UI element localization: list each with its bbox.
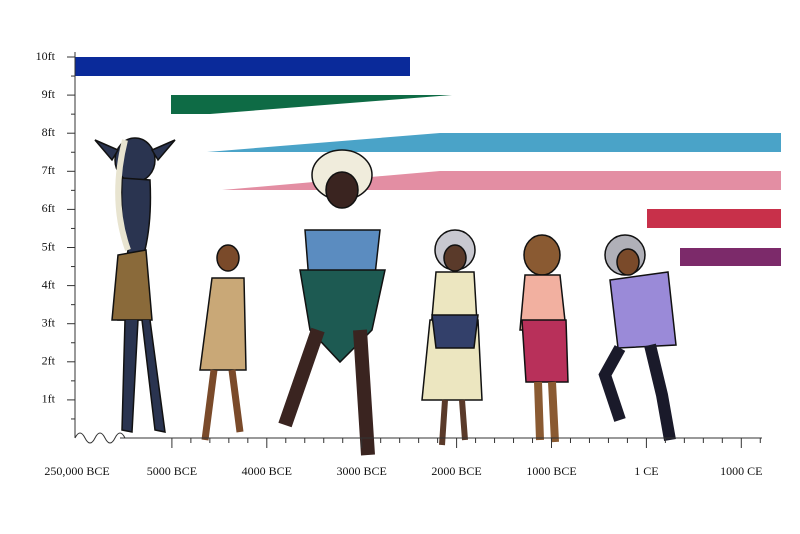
era-band [75, 57, 410, 76]
x-tick-label: 5000 BCE [147, 464, 197, 478]
y-tick-label: 10ft [36, 49, 56, 63]
x-tick-label: 3000 BCE [337, 464, 387, 478]
x-tick-label: 2000 BCE [431, 464, 481, 478]
y-tick-label: 2ft [42, 354, 56, 368]
y-tick-label: 6ft [42, 201, 56, 215]
era-band [171, 95, 452, 114]
y-tick-label: 7ft [42, 163, 56, 177]
character [421, 229, 483, 446]
character [278, 149, 386, 456]
y-tick-label: 3ft [42, 315, 56, 329]
y-tick-label: 5ft [42, 239, 56, 253]
x-tick-label: 1000 CE [720, 464, 762, 478]
character [598, 234, 677, 442]
era-band [207, 133, 781, 152]
y-tick-label: 9ft [42, 87, 56, 101]
y-tick-label: 1ft [42, 392, 56, 406]
y-tick-label: 4ft [42, 277, 56, 291]
era-bands [75, 57, 781, 266]
x-tick-label: 4000 BCE [242, 464, 292, 478]
axis-break [74, 432, 126, 444]
x-tick-label: 1 CE [634, 464, 658, 478]
character [519, 234, 569, 443]
x-tick-label: 1000 BCE [526, 464, 576, 478]
x-tick-label: 250,000 BCE [44, 464, 109, 478]
era-band [647, 209, 781, 228]
era-band [680, 248, 781, 266]
era-band [222, 171, 781, 190]
character [199, 244, 247, 441]
characters [94, 137, 677, 456]
y-tick-label: 8ft [42, 125, 56, 139]
character [94, 137, 176, 433]
